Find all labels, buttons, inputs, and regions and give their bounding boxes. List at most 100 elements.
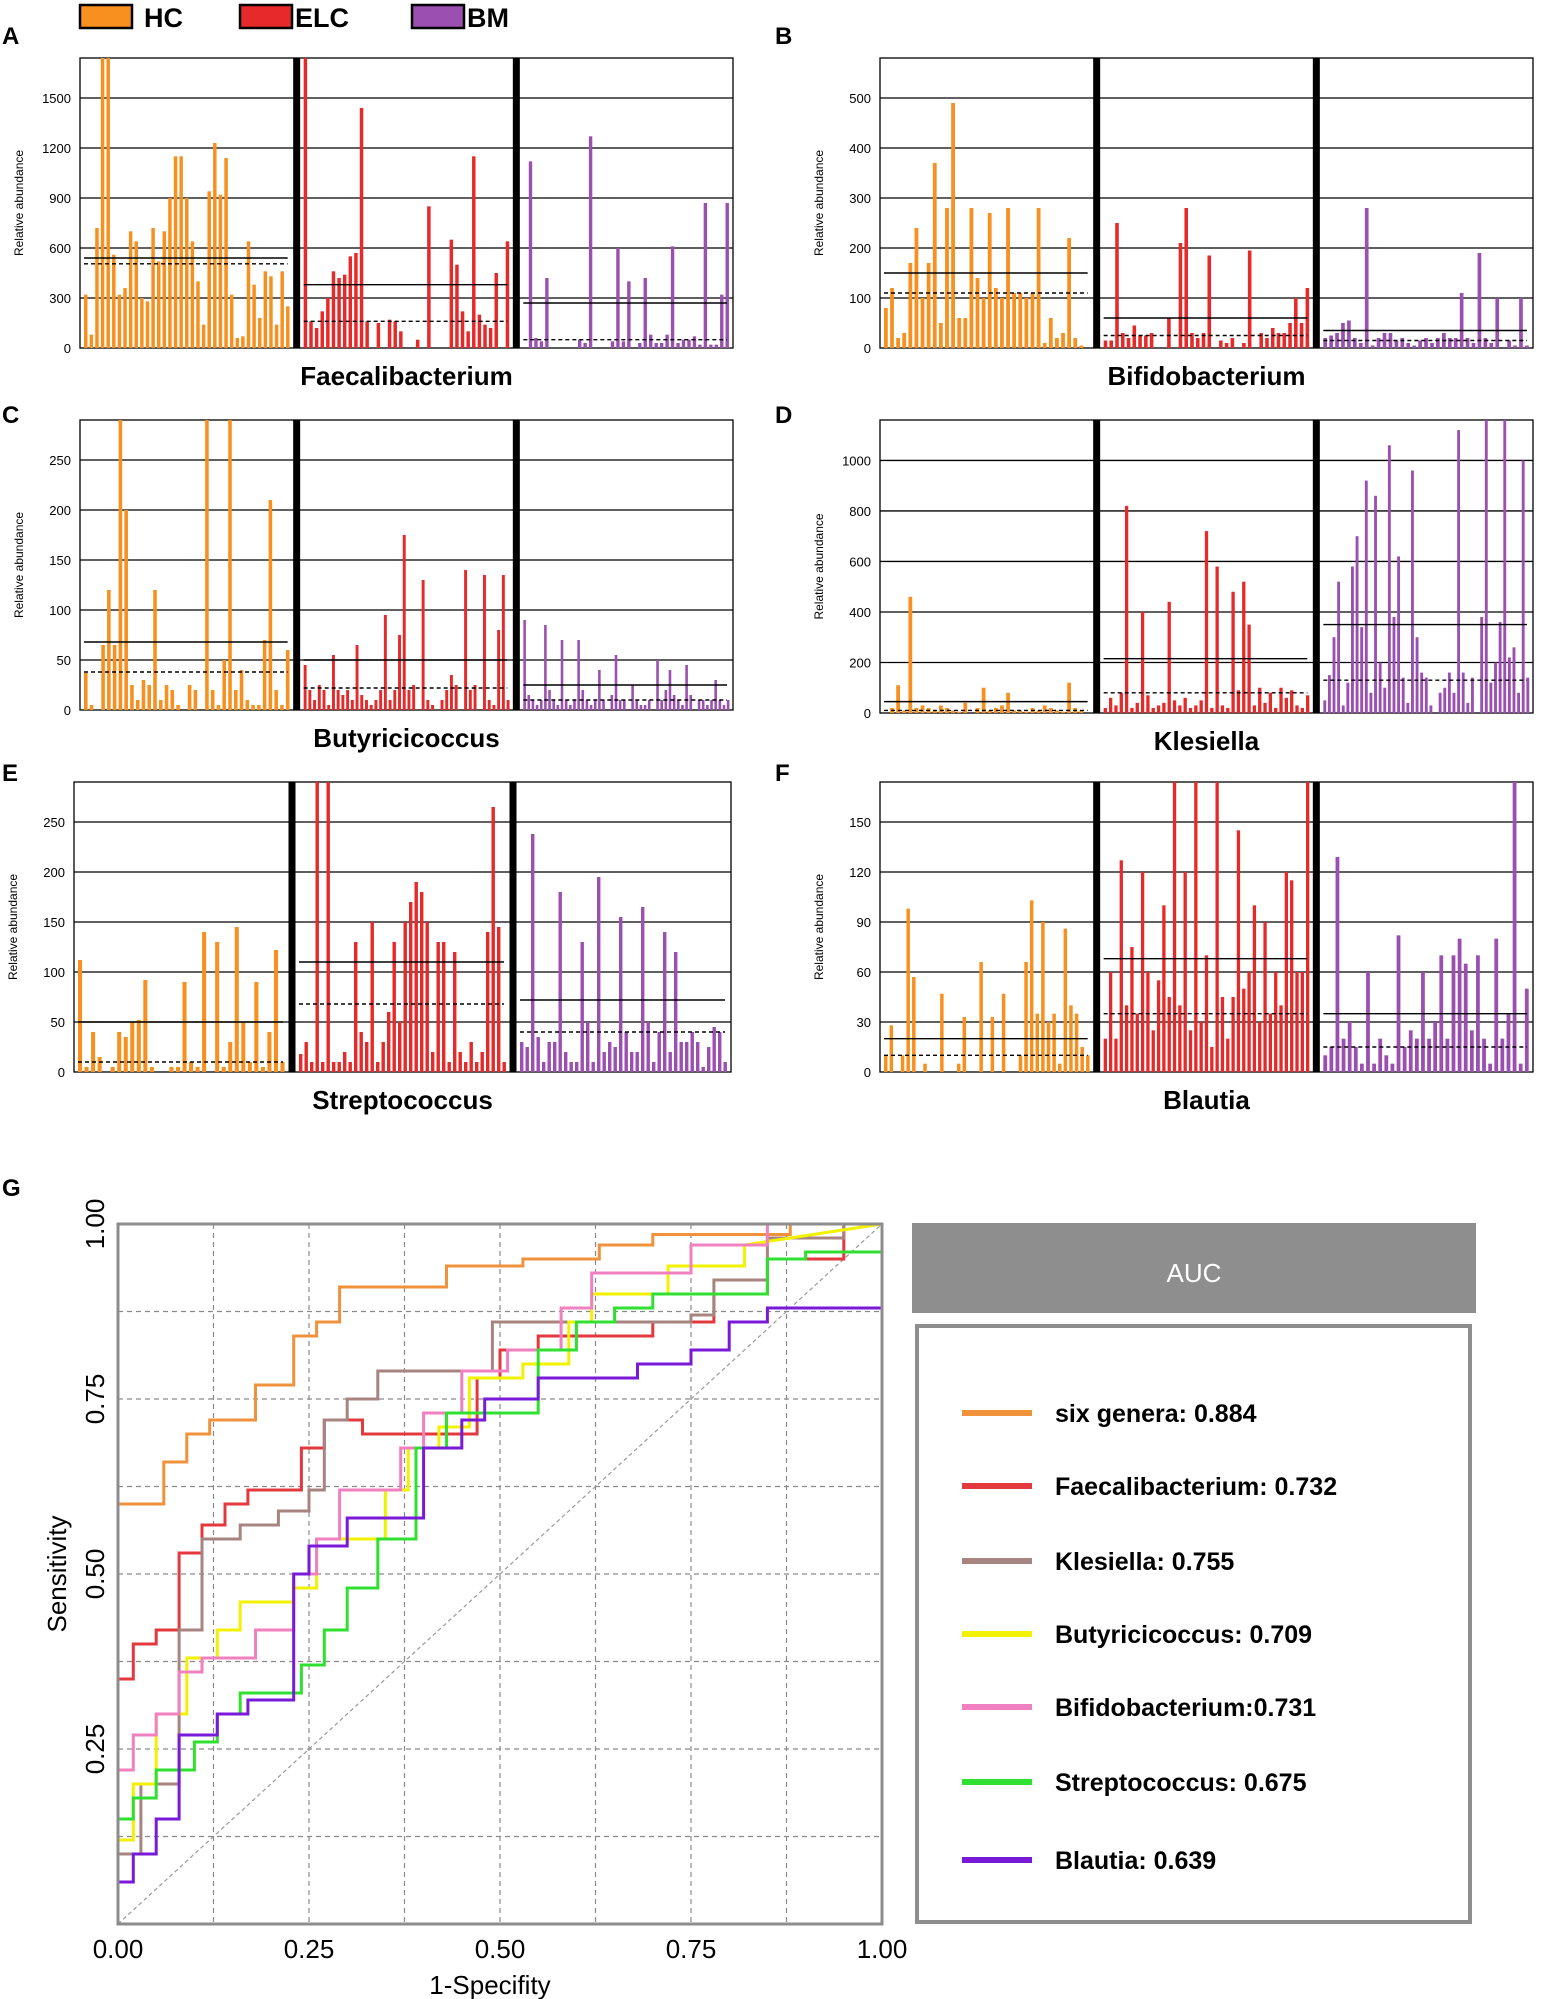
bar-elc	[502, 1062, 506, 1072]
bar-hc	[170, 690, 175, 710]
bar-elc	[1263, 922, 1267, 1072]
bar-bm	[1378, 1038, 1383, 1072]
legend-item-elc: ELC	[238, 3, 349, 33]
bar-elc	[1263, 702, 1267, 713]
bar-elc	[1242, 581, 1246, 713]
bar-hc	[233, 690, 238, 710]
bar-elc	[1138, 335, 1142, 348]
bar-elc	[1135, 702, 1139, 713]
bar-elc	[1178, 1005, 1182, 1072]
bar-hc	[215, 942, 220, 1072]
bar-hc	[280, 271, 284, 348]
panel-title: Klesiella	[1154, 726, 1260, 756]
bar-bm	[1469, 1030, 1474, 1072]
bar-hc	[1042, 705, 1047, 713]
bar-bm	[1471, 343, 1476, 348]
bar-elc	[1219, 340, 1223, 348]
plot-frame	[73, 781, 732, 1073]
bar-hc	[1086, 1055, 1090, 1072]
bar-bm	[703, 203, 708, 348]
bar-elc	[1183, 697, 1187, 713]
bar-elc	[409, 902, 413, 1072]
y-tick-label: 1.00	[80, 1199, 110, 1250]
bar-hc	[889, 1025, 894, 1072]
bar-hc	[1073, 338, 1078, 348]
bar-elc	[447, 1062, 451, 1072]
bar-bm	[710, 700, 713, 710]
bar-elc	[1207, 255, 1212, 348]
bar-bm	[709, 344, 713, 348]
bar-hc	[1079, 345, 1084, 348]
bar-elc	[1201, 333, 1206, 348]
bar-hc	[993, 288, 998, 348]
bar-bm	[1360, 627, 1364, 713]
bar-hc	[274, 324, 279, 348]
bar-elc	[455, 264, 459, 348]
bar-elc	[466, 331, 470, 348]
bar-elc	[1135, 1013, 1139, 1072]
bar-hc	[1046, 1022, 1051, 1072]
auc-legend-box	[915, 1324, 1472, 1924]
bar-hc	[280, 705, 284, 710]
bar-elc	[383, 615, 387, 710]
bar-bm	[1494, 938, 1499, 1072]
bar-bm	[1394, 340, 1399, 348]
bar-bm	[692, 336, 697, 348]
bar-elc	[1204, 531, 1209, 713]
bar-hc	[920, 298, 925, 348]
bar-bm	[1353, 1047, 1358, 1072]
bar-elc	[1103, 340, 1108, 348]
bar-hc	[229, 294, 234, 348]
bar-hc	[134, 241, 138, 348]
bar-bm	[1400, 338, 1405, 348]
bar-elc	[415, 339, 420, 348]
bar-bm	[1484, 420, 1488, 713]
bar-bm	[564, 1052, 568, 1072]
bar-bm	[1513, 345, 1517, 348]
bar-hc	[228, 1042, 233, 1072]
bar-elc	[487, 700, 491, 710]
bar-bm	[726, 700, 730, 710]
bar-elc	[393, 321, 397, 348]
bar-bm	[1388, 333, 1393, 348]
bar-elc	[494, 273, 498, 348]
bar-elc	[1306, 782, 1310, 1072]
bar-hc	[84, 294, 88, 348]
roc-curve-4	[118, 1222, 882, 1772]
bar-elc	[1188, 707, 1193, 713]
bar-elc	[475, 1062, 479, 1072]
bar-bm	[689, 695, 693, 710]
panel-title: Butyricicoccus	[313, 723, 499, 753]
bar-hc	[902, 710, 907, 713]
bar-elc	[1130, 947, 1134, 1072]
bar-hc	[1048, 707, 1053, 713]
bar-bm	[1507, 657, 1511, 713]
bar-elc	[1156, 980, 1161, 1072]
bar-bm	[1401, 677, 1405, 713]
bar-elc	[348, 1062, 352, 1072]
bar-bm	[1525, 345, 1529, 348]
bar-elc	[453, 952, 457, 1072]
y-tick-label: 800	[849, 504, 871, 519]
bar-elc	[464, 1062, 468, 1072]
bar-elc	[299, 1054, 303, 1072]
bar-hc	[221, 1067, 226, 1072]
y-tick-label: 0	[64, 703, 71, 718]
bar-bm	[722, 705, 726, 710]
bar-bm	[621, 341, 626, 348]
bar-bm	[618, 700, 622, 710]
bar-bm	[1420, 672, 1424, 713]
bar-hc	[179, 156, 183, 348]
bar-elc	[1162, 702, 1166, 713]
bar-hc	[257, 318, 262, 348]
bar-bm	[660, 700, 663, 710]
y-tick-label: 0	[864, 1065, 871, 1080]
bar-elc	[1279, 1005, 1283, 1072]
bar-elc	[1167, 318, 1171, 348]
bar-hc	[1035, 1013, 1040, 1072]
bar-elc	[1199, 1022, 1203, 1072]
bar-hc	[187, 685, 192, 710]
panel-letter: A	[2, 23, 19, 50]
bar-hc	[1024, 298, 1029, 348]
bar-bm	[1443, 687, 1447, 713]
